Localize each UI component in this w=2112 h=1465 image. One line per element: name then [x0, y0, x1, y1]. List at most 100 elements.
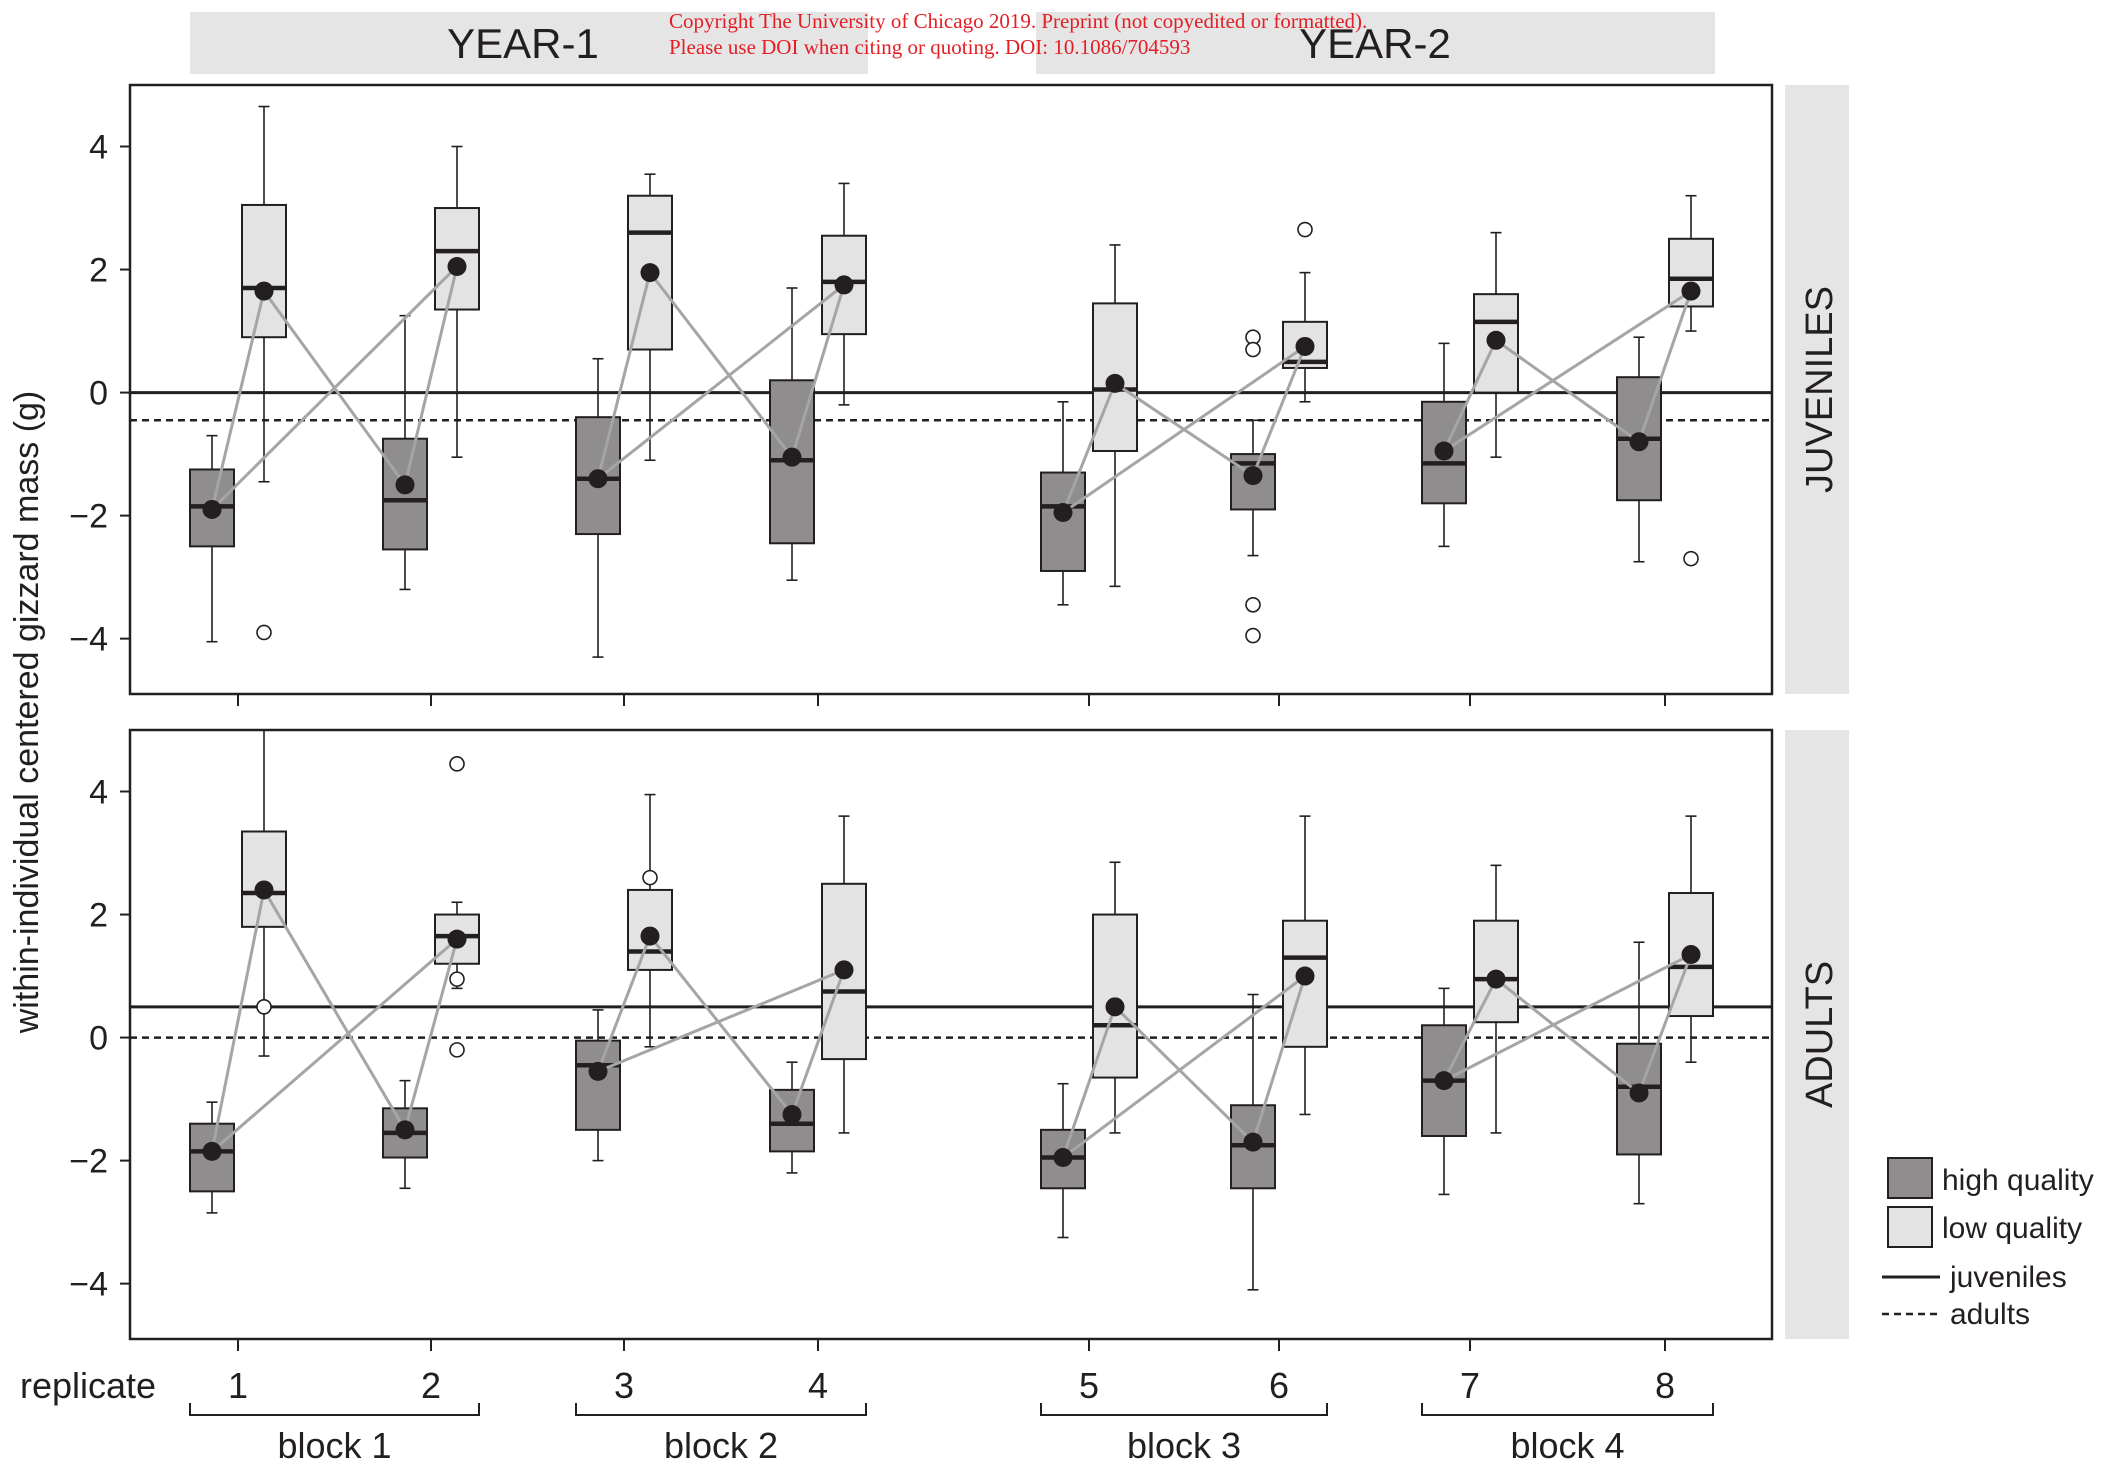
replicate-label-7: 7 — [1460, 1365, 1480, 1406]
box-replicate-2-low-quality — [434, 756, 480, 1058]
y-tick-label: 2 — [89, 252, 108, 290]
box-replicate-2-high-quality — [382, 314, 428, 591]
iqr-box — [575, 1039, 621, 1131]
copyright-watermark: Copyright The University of Chicago 2019… — [669, 8, 1367, 60]
mean-point — [1486, 969, 1506, 989]
replicate-label-1: 1 — [228, 1365, 248, 1406]
y-tick-label: −4 — [69, 621, 108, 659]
mean-point — [395, 475, 415, 495]
year-strip-1 — [190, 12, 868, 74]
block-bracket-2 — [575, 1403, 867, 1416]
outlier-point — [1245, 627, 1261, 644]
connector-line — [403, 266, 459, 486]
y-tick-label: 2 — [89, 897, 108, 935]
mean-point — [254, 880, 274, 900]
mean-point — [1105, 373, 1125, 393]
connector-line — [1495, 977, 1640, 1095]
block-label-3: block 3 — [1127, 1425, 1241, 1465]
y-tick-label: −2 — [69, 498, 108, 536]
panel-juveniles: JUVENILES −4 −2 0 2 4 — [69, 83, 1849, 706]
connector-line — [262, 889, 407, 1131]
mean-point — [834, 275, 854, 295]
replicate-label-4: 4 — [808, 1365, 828, 1406]
box-replicate-6-low-quality — [1282, 221, 1328, 403]
connector-line — [211, 938, 458, 1153]
legend-label-high-quality: high quality — [1942, 1164, 2094, 1197]
legend-label-low-quality: low quality — [1942, 1212, 2082, 1245]
y-tick-label: 4 — [89, 129, 108, 167]
panel-frame — [128, 83, 1774, 696]
mean-point — [1053, 503, 1073, 523]
panel-strip-adults — [1785, 730, 1849, 1339]
mean-point — [447, 929, 467, 949]
connector-line — [1061, 1006, 1117, 1159]
box-replicate-3-high-quality — [575, 357, 621, 658]
connector-line — [597, 968, 845, 1073]
panel-adults: ADULTS −4 −2 0 2 4 — [69, 728, 1849, 1351]
box-replicate-3-low-quality — [627, 173, 673, 462]
box-replicate-7-low-quality — [1473, 864, 1519, 1134]
connector-line — [596, 272, 652, 480]
watermark-line-2: Please use DOI when citing or quoting. D… — [669, 35, 1191, 59]
y-tick-label: 0 — [89, 1020, 108, 1058]
panel-label-adults: ADULTS — [1799, 961, 1841, 1108]
year-label-1: YEAR-1 — [447, 20, 599, 67]
connector-line — [1637, 954, 1693, 1094]
block-bracket-4 — [1421, 1403, 1714, 1416]
mean-point — [640, 926, 660, 946]
outlier-point — [1297, 221, 1313, 238]
connector-line — [596, 935, 652, 1072]
iqr-box — [241, 203, 287, 339]
mean-point — [1434, 441, 1454, 461]
y-tick-label: −2 — [69, 1143, 108, 1181]
outlier-point — [256, 999, 272, 1015]
block-bracket-1 — [189, 1403, 480, 1416]
connector-line — [597, 283, 845, 480]
mean-point — [1243, 466, 1263, 486]
mean-point — [447, 256, 467, 276]
outlier-point — [1683, 550, 1699, 567]
outlier-point — [642, 869, 658, 886]
mean-point — [1629, 1083, 1649, 1103]
box-replicate-1-low-quality — [241, 105, 287, 641]
connector-line — [1442, 339, 1498, 452]
outlier-point — [256, 624, 272, 641]
connector-line — [648, 935, 794, 1116]
legend-swatch-low-quality — [1887, 1206, 1933, 1248]
mean-point — [1295, 336, 1315, 356]
connector-line — [210, 290, 266, 510]
mean-point — [588, 1061, 608, 1081]
mean-point — [1053, 1148, 1073, 1168]
connector-line — [1443, 289, 1692, 453]
mean-point — [1295, 966, 1315, 986]
replicate-axis-label: replicate — [20, 1365, 156, 1406]
mean-point — [834, 960, 854, 980]
connector-line — [210, 889, 266, 1152]
box-replicate-3-low-quality — [627, 793, 673, 1048]
box-replicate-7-high-quality — [1421, 987, 1467, 1196]
block-label-4: block 4 — [1510, 1425, 1624, 1465]
connector-line — [1495, 339, 1640, 444]
mean-point — [782, 447, 802, 467]
block-label-1: block 1 — [277, 1425, 391, 1465]
legend-label-adults: adults — [1950, 1298, 2030, 1331]
mean-point — [202, 499, 222, 519]
replicate-label-6: 6 — [1269, 1365, 1289, 1406]
connector-line — [790, 284, 846, 458]
panel-frame — [128, 728, 1774, 1341]
mean-point — [1629, 432, 1649, 452]
panels-layer: JUVENILES −4 −2 0 2 4 ADULTS −4 −2 0 2 4 — [69, 83, 1849, 1351]
outlier-point — [1245, 341, 1261, 358]
box-replicate-4-high-quality — [769, 287, 815, 581]
connector-line — [1251, 975, 1307, 1143]
box-replicate-8-low-quality — [1668, 194, 1714, 567]
connector-line — [648, 271, 794, 459]
block-bracket-3 — [1040, 1403, 1328, 1416]
mean-point — [640, 263, 660, 283]
mean-point — [395, 1120, 415, 1140]
watermark-line-1: Copyright The University of Chicago 2019… — [669, 9, 1368, 33]
replicate-label-5: 5 — [1079, 1365, 1099, 1406]
connector-line — [1637, 290, 1693, 443]
mean-point — [588, 469, 608, 489]
mean-point — [1681, 281, 1701, 301]
